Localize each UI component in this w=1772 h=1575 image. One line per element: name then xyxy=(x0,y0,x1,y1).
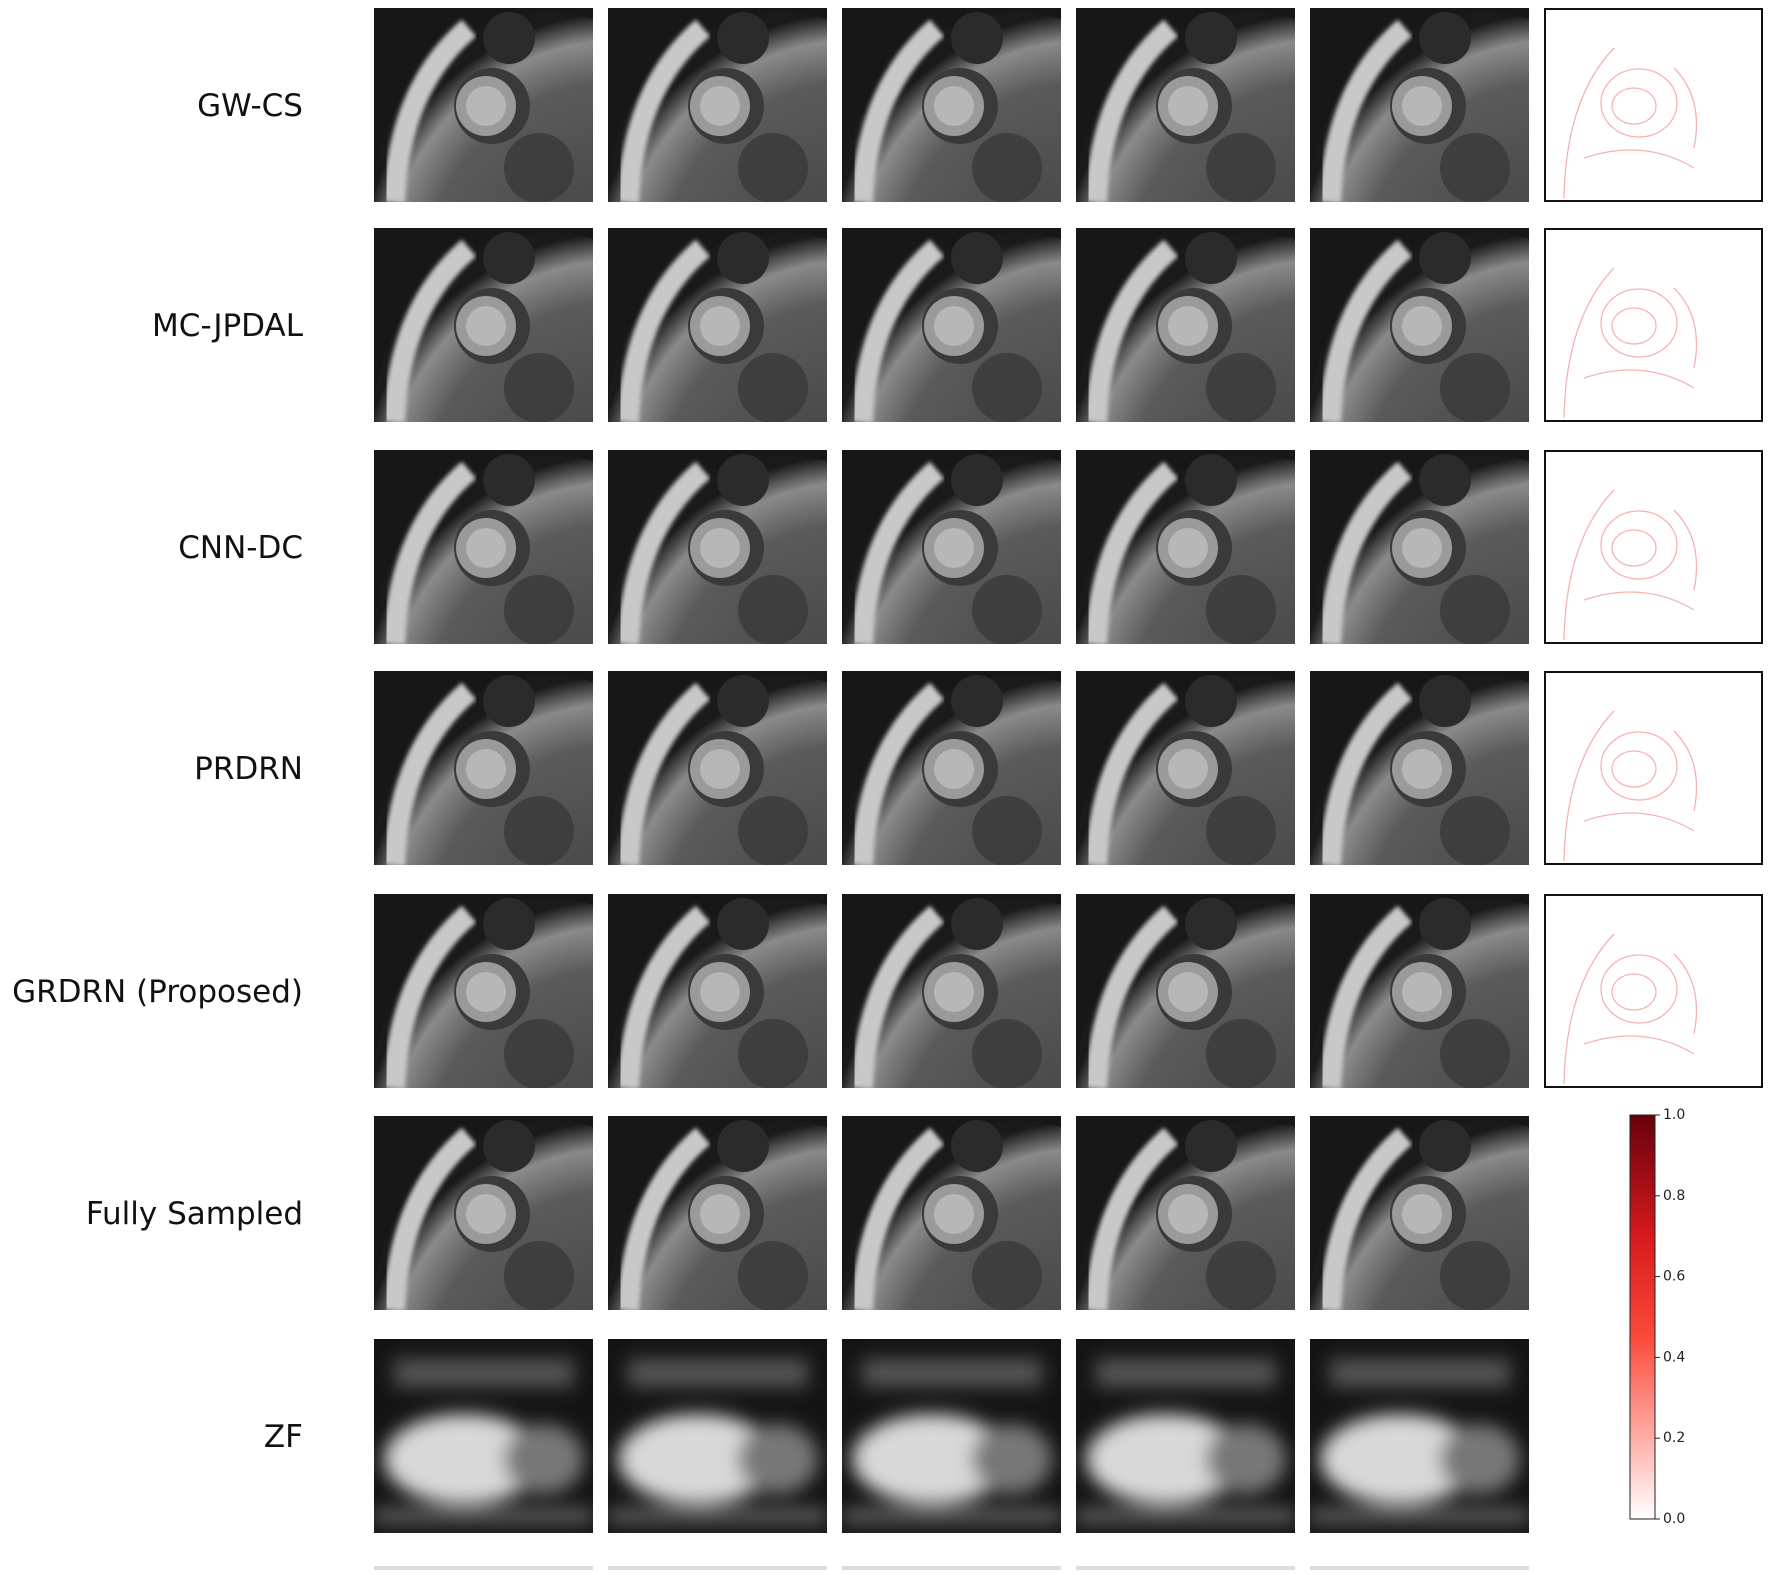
image-panel xyxy=(1310,1339,1529,1533)
colorbar xyxy=(1629,1114,1656,1520)
row-label: GW-CS xyxy=(197,88,303,124)
colorbar-tick-label: 1.0 xyxy=(1663,1107,1685,1123)
image-panel xyxy=(608,1339,827,1533)
image-panel-edge xyxy=(374,1566,593,1570)
error-map xyxy=(1544,671,1763,865)
row-label: GRDRN (Proposed) xyxy=(12,974,303,1010)
row-label: Fully Sampled xyxy=(86,1196,303,1232)
image-panel xyxy=(1076,1339,1295,1533)
image-panel xyxy=(842,1339,1061,1533)
colorbar-tick-label: 0.6 xyxy=(1663,1269,1685,1285)
row-label: MC-JPDAL xyxy=(152,308,304,344)
colorbar-tick-label: 0.4 xyxy=(1663,1349,1685,1365)
row-label: CNN-DC xyxy=(178,530,303,566)
image-panel-edge xyxy=(1076,1566,1295,1570)
error-map xyxy=(1544,8,1763,202)
colorbar-tick-label: 0.8 xyxy=(1663,1188,1685,1204)
error-map xyxy=(1544,450,1763,644)
image-panel-edge xyxy=(842,1566,1061,1570)
error-map xyxy=(1544,228,1763,422)
error-map xyxy=(1544,894,1763,1088)
image-panel-edge xyxy=(608,1566,827,1570)
row-label: PRDRN xyxy=(194,751,303,787)
row-label: ZF xyxy=(264,1419,303,1455)
image-panel xyxy=(374,1339,593,1533)
image-panel-edge xyxy=(1310,1566,1529,1570)
colorbar-tick-label: 0.0 xyxy=(1663,1511,1685,1527)
colorbar-tick-label: 0.2 xyxy=(1663,1430,1685,1446)
